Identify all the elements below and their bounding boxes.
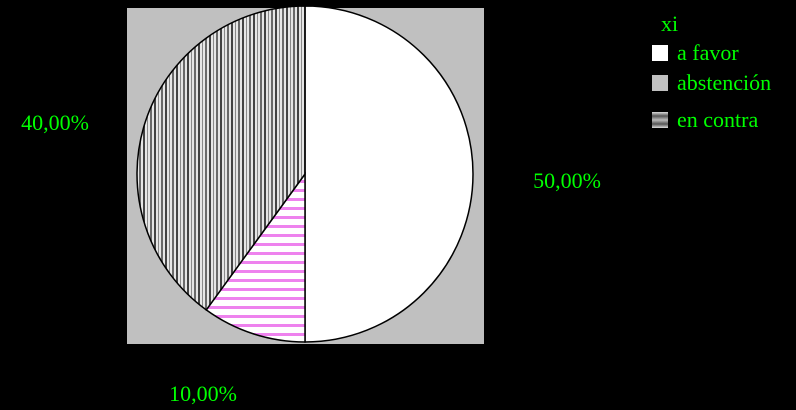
slice-labels: 50,00% 10,00% 40,00% bbox=[21, 110, 601, 406]
data-label-a-favor: 50,00% bbox=[533, 168, 601, 193]
data-label-abstencion: 10,00% bbox=[169, 381, 237, 406]
legend-swatch-a-favor bbox=[652, 45, 668, 61]
legend-swatch-abstencion bbox=[652, 75, 668, 91]
legend-swatch-en-contra bbox=[652, 112, 668, 128]
legend-label-abstencion: abstención bbox=[677, 70, 771, 95]
pie-slice-abstencion bbox=[205, 171, 306, 343]
legend: xi a favor abstención en contra bbox=[652, 11, 771, 132]
pie-slice-a-favor bbox=[304, 5, 474, 343]
legend-entries: a favor abstención en contra bbox=[652, 40, 771, 132]
legend-label-en-contra: en contra bbox=[677, 107, 758, 132]
legend-label-a-favor: a favor bbox=[677, 40, 739, 65]
legend-title: xi bbox=[661, 11, 678, 36]
data-label-en-contra: 40,00% bbox=[21, 110, 89, 135]
pie-slices bbox=[136, 5, 474, 343]
pie-slice-en-contra bbox=[136, 5, 306, 311]
